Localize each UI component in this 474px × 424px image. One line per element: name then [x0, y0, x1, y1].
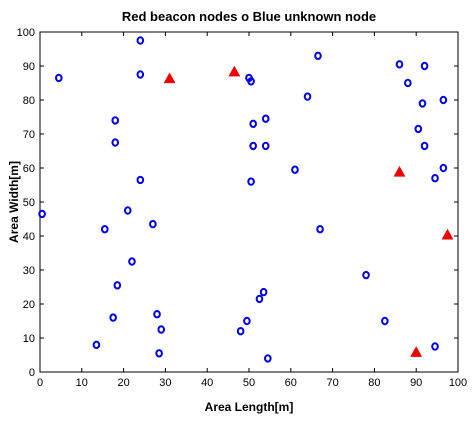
- unknown-node-point: [136, 70, 145, 79]
- unknown-node-point: [381, 316, 389, 326]
- y-tick-label: 40: [23, 231, 35, 243]
- unknown-node-point: [149, 219, 157, 229]
- beacon-node-point: [393, 165, 406, 177]
- unknown-node-point: [261, 114, 270, 123]
- unknown-node-point: [236, 327, 245, 336]
- unknown-node-point: [249, 141, 257, 151]
- unknown-node-point: [439, 95, 448, 105]
- unknown-node-point: [113, 281, 122, 290]
- unknown-node-point: [420, 61, 429, 71]
- unknown-node-point: [395, 60, 404, 69]
- unknown-node-point: [431, 342, 439, 351]
- x-tick-label: 30: [159, 377, 171, 389]
- unknown-node-point: [136, 175, 145, 185]
- y-tick-label: 20: [23, 299, 35, 311]
- unknown-node-point: [291, 165, 299, 174]
- x-tick-label: 40: [201, 377, 213, 389]
- x-tick-label: 90: [410, 377, 422, 389]
- unknown-node-point: [247, 77, 255, 86]
- unknown-node-point: [123, 206, 132, 215]
- chart-title: Red beacon nodes o Blue unknown node: [122, 9, 376, 24]
- y-axis-label: Area Width[m]: [7, 161, 21, 243]
- y-tick-label: 10: [23, 333, 35, 345]
- unknown-node-point: [303, 92, 312, 101]
- unknown-node-point: [155, 349, 163, 358]
- unknown-node-point: [259, 287, 268, 297]
- beacon-node-point: [410, 346, 423, 357]
- beacon-node-point: [163, 72, 176, 84]
- unknown-node-point: [255, 294, 264, 304]
- data-marks: [38, 36, 454, 363]
- x-axis-label: Area Length[m]: [205, 400, 294, 414]
- y-tick-label: 30: [23, 265, 35, 277]
- y-tick-label: 90: [23, 61, 35, 73]
- unknown-node-point: [362, 270, 370, 280]
- beacon-node-point: [228, 65, 241, 77]
- unknown-node-point: [111, 138, 120, 147]
- unknown-node-point: [261, 141, 270, 151]
- unknown-node-point: [247, 177, 255, 186]
- unknown-node-point: [55, 73, 63, 83]
- unknown-node-point: [316, 225, 324, 234]
- x-tick-label: 0: [37, 377, 43, 389]
- unknown-node-point: [128, 257, 136, 266]
- axis-ticks: 0 10 20 30 40 50 60 70 80 90 100 0 10 20 30 40 50 60 70 80 9…: [17, 27, 468, 389]
- unknown-node-point: [100, 225, 109, 234]
- unknown-node-point: [136, 36, 145, 45]
- unknown-node-point: [157, 325, 166, 334]
- y-tick-label: 100: [17, 27, 35, 39]
- beacon-node-point: [441, 228, 454, 240]
- unknown-node-point: [414, 124, 423, 134]
- unknown-node-point: [264, 354, 272, 363]
- y-tick-label: 0: [29, 367, 35, 379]
- unknown-node-point: [153, 310, 161, 319]
- unknown-node-point: [92, 340, 101, 349]
- y-tick-label: 60: [23, 163, 35, 175]
- x-tick-label: 10: [76, 377, 88, 389]
- unknown-node-point: [431, 174, 439, 183]
- unknown-node-point: [314, 51, 322, 60]
- y-tick-label: 50: [23, 197, 35, 209]
- unknown-node-point: [420, 141, 429, 151]
- x-tick-label: 100: [449, 377, 467, 389]
- x-tick-label: 60: [285, 377, 297, 389]
- x-tick-label: 80: [368, 377, 380, 389]
- unknown-node-point: [249, 119, 257, 129]
- unknown-node-point: [439, 163, 448, 173]
- x-tick-label: 20: [117, 377, 129, 389]
- x-tick-label: 70: [326, 377, 338, 389]
- unknown-node-point: [111, 116, 120, 125]
- y-tick-label: 70: [23, 129, 35, 141]
- unknown-node-point: [38, 209, 46, 219]
- unknown-node-point: [109, 313, 117, 322]
- plot-frame: [39, 31, 459, 373]
- unknown-node-point: [243, 316, 251, 326]
- y-tick-label: 80: [23, 95, 35, 107]
- unknown-node-point: [404, 78, 412, 88]
- x-tick-label: 50: [243, 377, 255, 389]
- unknown-node-point: [418, 99, 427, 108]
